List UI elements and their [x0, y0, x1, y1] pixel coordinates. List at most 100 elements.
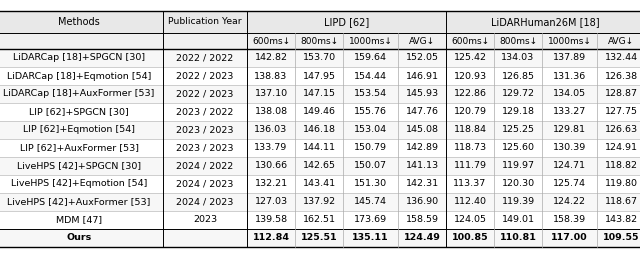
Text: 153.54: 153.54	[354, 90, 387, 99]
Text: MDM [47]: MDM [47]	[56, 215, 102, 224]
Text: 2024 / 2023: 2024 / 2023	[176, 198, 234, 206]
Text: 158.39: 158.39	[553, 215, 586, 224]
Text: 129.18: 129.18	[502, 108, 534, 117]
Text: AVG↓: AVG↓	[608, 36, 634, 45]
Text: 147.76: 147.76	[406, 108, 438, 117]
Text: 100.85: 100.85	[452, 233, 488, 243]
Text: LiDARCap [18]+Eqmotion [54]: LiDARCap [18]+Eqmotion [54]	[7, 71, 151, 80]
Text: 136.90: 136.90	[405, 198, 438, 206]
Text: 118.82: 118.82	[605, 162, 637, 171]
Text: 119.39: 119.39	[501, 198, 534, 206]
Text: 129.72: 129.72	[502, 90, 534, 99]
Text: 150.79: 150.79	[354, 143, 387, 152]
Text: 130.66: 130.66	[255, 162, 287, 171]
Text: 2022 / 2022: 2022 / 2022	[177, 53, 234, 62]
Bar	[0, 157, 640, 175]
Text: 112.84: 112.84	[253, 233, 289, 243]
Bar	[0, 139, 640, 157]
Text: 133.79: 133.79	[254, 143, 287, 152]
Text: 2023 / 2023: 2023 / 2023	[176, 143, 234, 152]
Text: 135.11: 135.11	[352, 233, 389, 243]
Text: LIP [62]+AuxFormer [53]: LIP [62]+AuxFormer [53]	[19, 143, 138, 152]
Text: 139.58: 139.58	[255, 215, 287, 224]
Text: 125.51: 125.51	[301, 233, 337, 243]
Text: 162.51: 162.51	[303, 215, 335, 224]
Text: 125.74: 125.74	[553, 180, 586, 189]
Text: 153.70: 153.70	[303, 53, 335, 62]
Text: 125.60: 125.60	[502, 143, 534, 152]
Text: LiDARCap [18]+SPGCN [30]: LiDARCap [18]+SPGCN [30]	[13, 53, 145, 62]
Text: 143.82: 143.82	[604, 215, 637, 224]
Text: 147.15: 147.15	[303, 90, 335, 99]
Text: 142.82: 142.82	[255, 53, 287, 62]
Text: 132.44: 132.44	[604, 53, 637, 62]
Text: 118.84: 118.84	[454, 125, 486, 134]
Text: 600ms↓: 600ms↓	[252, 36, 290, 45]
Text: 2022 / 2023: 2022 / 2023	[176, 90, 234, 99]
Text: 1000ms↓: 1000ms↓	[349, 36, 392, 45]
Bar	[0, 33, 640, 49]
Text: 2024 / 2023: 2024 / 2023	[176, 180, 234, 189]
Text: 154.44: 154.44	[354, 71, 387, 80]
Text: 124.49: 124.49	[404, 233, 440, 243]
Text: 109.55: 109.55	[603, 233, 639, 243]
Text: LIP [62]+Eqmotion [54]: LIP [62]+Eqmotion [54]	[23, 125, 135, 134]
Bar	[0, 193, 640, 211]
Text: 120.93: 120.93	[453, 71, 486, 80]
Text: LIP [62]+SPGCN [30]: LIP [62]+SPGCN [30]	[29, 108, 129, 117]
Text: 110.81: 110.81	[500, 233, 536, 243]
Text: 134.03: 134.03	[501, 53, 534, 62]
Text: 128.87: 128.87	[605, 90, 637, 99]
Text: LiDARCap [18]+AuxFormer [53]: LiDARCap [18]+AuxFormer [53]	[3, 90, 155, 99]
Text: 2022 / 2023: 2022 / 2023	[176, 71, 234, 80]
Text: 127.03: 127.03	[255, 198, 287, 206]
Text: 159.64: 159.64	[354, 53, 387, 62]
Text: LIPD [62]: LIPD [62]	[324, 17, 369, 27]
Text: 2023: 2023	[193, 215, 217, 224]
Text: LiveHPS [42]+AuxFormer [53]: LiveHPS [42]+AuxFormer [53]	[7, 198, 150, 206]
Text: 124.91: 124.91	[605, 143, 637, 152]
Text: 600ms↓: 600ms↓	[451, 36, 489, 45]
Text: 153.04: 153.04	[354, 125, 387, 134]
Text: Methods: Methods	[58, 17, 100, 27]
Text: 125.42: 125.42	[454, 53, 486, 62]
Bar	[0, 67, 640, 85]
Text: 133.27: 133.27	[553, 108, 586, 117]
Text: 155.76: 155.76	[354, 108, 387, 117]
Bar	[0, 229, 640, 247]
Text: 141.13: 141.13	[405, 162, 438, 171]
Text: 152.05: 152.05	[406, 53, 438, 62]
Text: 120.30: 120.30	[501, 180, 534, 189]
Text: 117.00: 117.00	[551, 233, 588, 243]
Text: 144.11: 144.11	[303, 143, 335, 152]
Text: 142.31: 142.31	[405, 180, 438, 189]
Bar	[0, 11, 640, 33]
Text: 173.69: 173.69	[354, 215, 387, 224]
Text: 127.75: 127.75	[605, 108, 637, 117]
Text: 119.97: 119.97	[502, 162, 534, 171]
Bar	[0, 49, 640, 67]
Bar	[0, 103, 640, 121]
Text: 118.73: 118.73	[453, 143, 486, 152]
Text: 142.89: 142.89	[406, 143, 438, 152]
Text: Ours: Ours	[67, 233, 92, 243]
Text: 2023 / 2022: 2023 / 2022	[176, 108, 234, 117]
Text: 138.08: 138.08	[255, 108, 287, 117]
Text: 2023 / 2023: 2023 / 2023	[176, 125, 234, 134]
Text: 149.46: 149.46	[303, 108, 335, 117]
Text: 2024 / 2022: 2024 / 2022	[177, 162, 234, 171]
Text: 119.80: 119.80	[605, 180, 637, 189]
Text: 122.86: 122.86	[454, 90, 486, 99]
Text: 145.08: 145.08	[406, 125, 438, 134]
Bar	[0, 175, 640, 193]
Text: 126.85: 126.85	[502, 71, 534, 80]
Text: 136.03: 136.03	[254, 125, 287, 134]
Text: 150.07: 150.07	[354, 162, 387, 171]
Text: 129.81: 129.81	[553, 125, 586, 134]
Text: 132.21: 132.21	[255, 180, 287, 189]
Text: 124.05: 124.05	[454, 215, 486, 224]
Text: 111.79: 111.79	[454, 162, 486, 171]
Text: 112.40: 112.40	[454, 198, 486, 206]
Text: 126.38: 126.38	[604, 71, 637, 80]
Bar	[0, 85, 640, 103]
